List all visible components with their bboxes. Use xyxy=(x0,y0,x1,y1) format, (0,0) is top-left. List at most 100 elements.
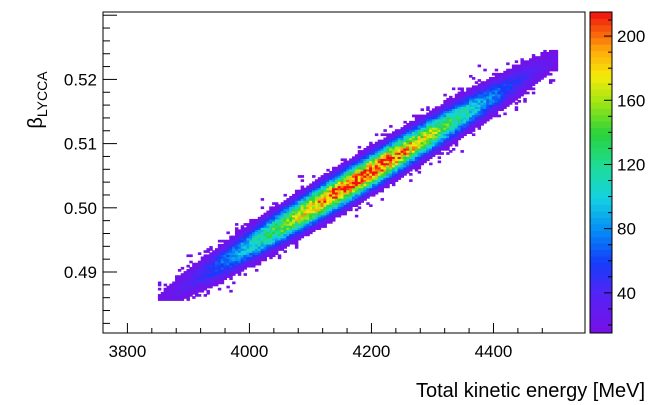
heatmap-cell xyxy=(457,95,462,99)
heatmap-cell xyxy=(169,283,173,287)
heatmap-cell xyxy=(294,202,299,205)
heatmap-cell xyxy=(229,246,233,249)
heatmap-cell xyxy=(440,152,444,155)
heatmap-cell xyxy=(354,168,359,172)
heatmap-cell xyxy=(197,264,202,268)
heatmap-cell xyxy=(300,193,305,197)
heatmap-cell xyxy=(506,93,510,97)
heatmap-cell xyxy=(303,191,307,195)
heatmap-cell xyxy=(274,202,279,205)
heatmap-cell xyxy=(540,56,544,59)
heatmap-cell xyxy=(460,133,464,137)
heatmap-cell xyxy=(389,152,393,155)
heatmap-cell xyxy=(360,183,365,187)
heatmap-cell xyxy=(317,193,322,197)
heatmap-cell xyxy=(177,294,182,297)
heatmap-cell xyxy=(317,227,322,230)
colorbar-segment xyxy=(590,275,612,283)
heatmap-cell xyxy=(360,193,365,197)
heatmap-cell xyxy=(520,79,524,82)
heatmap-cell xyxy=(215,264,219,268)
heatmap-cell xyxy=(300,204,305,208)
colorbar-segment xyxy=(590,217,612,225)
heatmap-cell xyxy=(411,122,416,126)
heatmap-cell xyxy=(229,250,233,253)
heatmap-cell xyxy=(406,127,410,130)
heatmap-cell xyxy=(474,95,479,99)
heatmap-cell xyxy=(334,175,339,178)
heatmap-cell xyxy=(283,233,287,237)
heatmap-cell xyxy=(369,158,373,162)
heatmap-cell xyxy=(514,68,519,72)
heatmap-cell xyxy=(389,137,393,141)
heatmap-cell xyxy=(186,294,190,297)
heatmap-cell xyxy=(277,246,282,249)
heatmap-cell xyxy=(323,206,327,210)
heatmap-cell xyxy=(463,129,467,132)
heatmap-cell xyxy=(514,60,519,64)
heatmap-cell xyxy=(346,202,350,205)
heatmap-cell xyxy=(417,164,422,168)
heatmap-cell xyxy=(483,68,487,72)
heatmap-cell xyxy=(332,218,336,222)
heatmap-cell xyxy=(252,243,256,247)
colorbar-segment xyxy=(590,178,612,186)
heatmap-cell xyxy=(523,70,527,74)
heatmap-cell xyxy=(474,97,479,101)
heatmap-cell xyxy=(520,58,524,61)
heatmap-cell xyxy=(534,72,539,76)
heatmap-cell xyxy=(243,260,247,264)
heatmap-cell xyxy=(306,202,310,205)
heatmap-cell xyxy=(349,189,353,193)
heatmap-cell xyxy=(391,150,396,153)
heatmap-cell xyxy=(249,229,253,233)
heatmap-cell xyxy=(506,79,510,82)
heatmap-cell xyxy=(400,129,404,132)
colorbar-segment xyxy=(590,82,612,90)
heatmap-cell xyxy=(417,116,422,120)
heatmap-cell xyxy=(266,254,270,258)
heatmap-cell xyxy=(197,287,202,291)
heatmap-cell xyxy=(511,85,516,89)
heatmap-cell xyxy=(520,60,524,64)
heatmap-cell xyxy=(289,214,293,218)
heatmap-cell xyxy=(523,62,527,66)
heatmap-cell xyxy=(446,104,450,107)
heatmap-cell xyxy=(471,110,476,114)
heatmap-cell xyxy=(457,114,462,118)
heatmap-cell xyxy=(246,252,250,255)
heatmap-cell xyxy=(226,239,230,243)
heatmap-cell xyxy=(186,285,190,289)
heatmap-cell xyxy=(317,179,322,182)
heatmap-cell xyxy=(440,145,444,149)
heatmap-cell xyxy=(403,133,407,137)
heatmap-cell xyxy=(163,289,168,293)
heatmap-cell xyxy=(357,156,362,160)
heatmap-cell xyxy=(340,179,345,182)
heatmap-cell xyxy=(451,108,456,112)
heatmap-cell xyxy=(334,212,339,216)
heatmap-cell xyxy=(394,143,399,147)
heatmap-cell xyxy=(477,114,482,118)
heatmap-cell xyxy=(226,262,230,266)
heatmap-cell xyxy=(423,125,427,128)
heatmap-cell xyxy=(531,56,536,59)
heatmap-cell xyxy=(317,206,322,210)
heatmap-cell xyxy=(431,152,436,155)
heatmap-cell xyxy=(309,231,313,235)
heatmap-cell xyxy=(226,260,230,264)
heatmap-cell xyxy=(292,225,296,228)
heatmap-cell xyxy=(306,223,310,226)
heatmap-cell xyxy=(517,66,522,70)
heatmap-cell xyxy=(514,93,519,97)
heatmap-cell xyxy=(486,97,490,101)
heatmap-cell xyxy=(332,185,336,189)
heatmap-cell xyxy=(409,135,413,139)
heatmap-cell xyxy=(286,229,290,233)
heatmap-cell xyxy=(417,143,422,147)
heatmap-cell xyxy=(300,189,305,193)
heatmap-cell xyxy=(483,93,487,97)
heatmap-cell xyxy=(466,104,470,107)
heatmap-cell xyxy=(175,298,179,301)
colorbar-segment xyxy=(590,37,612,45)
